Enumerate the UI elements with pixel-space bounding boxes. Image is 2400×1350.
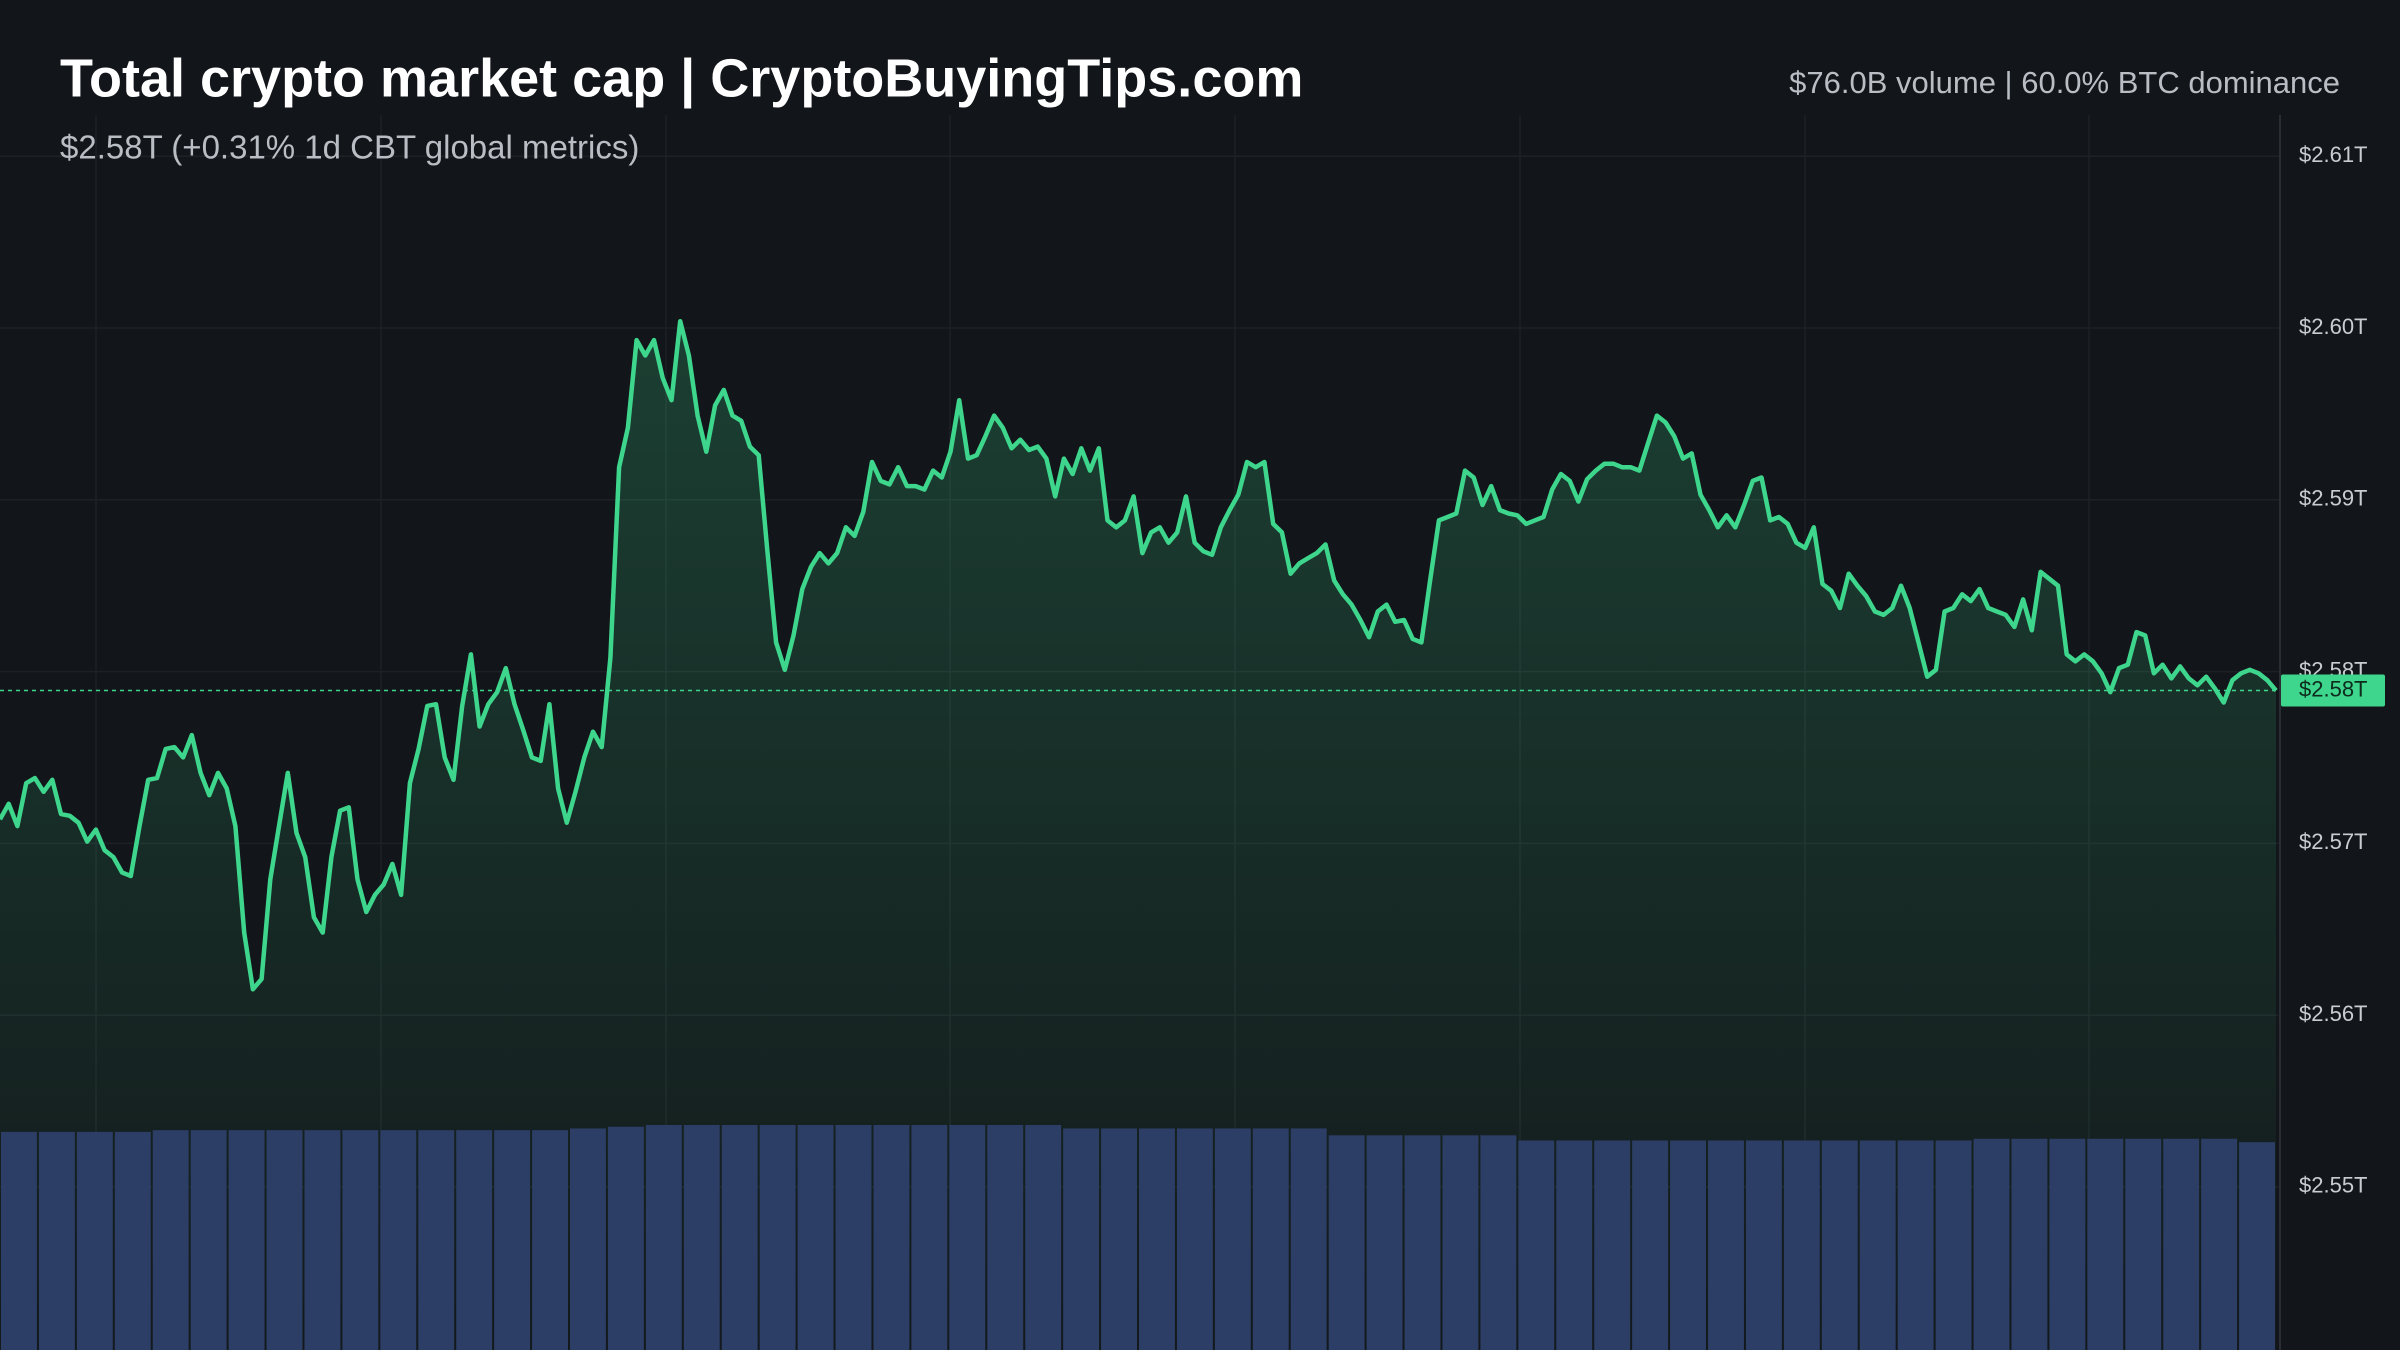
price-marker: $2.58T	[0, 674, 2385, 707]
volume-bar	[2201, 1138, 2238, 1350]
volume-bar	[76, 1131, 113, 1350]
volume-bar	[759, 1125, 796, 1350]
volume-bar	[418, 1130, 455, 1350]
volume-bar	[607, 1126, 644, 1350]
line-layer	[0, 318, 2278, 992]
volume-bar	[532, 1130, 568, 1350]
volume-bar	[1214, 1128, 1251, 1350]
y-tick-label: $2.56T	[2299, 1001, 2368, 1026]
volume-bar	[1859, 1140, 1896, 1350]
y-tick-label: $2.61T	[2299, 142, 2368, 167]
y-tick-label: $2.57T	[2299, 829, 2368, 854]
volume-bar	[1897, 1140, 1934, 1350]
volume-bar	[911, 1125, 948, 1350]
volume-bar	[1139, 1128, 1175, 1350]
volume-bar	[152, 1130, 189, 1350]
volume-layer	[1, 1125, 2275, 1350]
volume-bar	[645, 1125, 682, 1350]
y-tick-label: $2.59T	[2299, 486, 2368, 511]
volume-bar	[456, 1130, 493, 1350]
volume-bar	[835, 1125, 872, 1350]
volume-bar	[1366, 1135, 1403, 1350]
volume-bar	[2163, 1138, 2200, 1350]
volume-bar	[1518, 1140, 1555, 1350]
volume-bar	[2087, 1138, 2124, 1350]
price-line	[0, 318, 2278, 992]
volume-bar	[949, 1125, 986, 1350]
volume-bar	[1176, 1128, 1213, 1350]
volume-bar	[2049, 1138, 2086, 1350]
price-marker-box	[2281, 674, 2385, 707]
volume-bar	[38, 1131, 75, 1350]
volume-bar	[114, 1131, 151, 1350]
volume-bar	[1973, 1138, 2010, 1350]
volume-bar	[1063, 1128, 1100, 1350]
volume-bar	[1101, 1128, 1137, 1350]
volume-bar	[1252, 1128, 1289, 1350]
volume-bar	[683, 1125, 720, 1350]
volume-bar	[1594, 1140, 1631, 1350]
volume-bar	[304, 1130, 341, 1350]
volume-bar	[1480, 1135, 1517, 1350]
volume-bar	[380, 1130, 417, 1350]
volume-bar	[1783, 1140, 1820, 1350]
y-tick-label: $2.55T	[2299, 1173, 2368, 1198]
volume-bar	[721, 1125, 758, 1350]
volume-bar	[1328, 1135, 1365, 1350]
chart-subtitle: $2.58T (+0.31% 1d CBT global metrics)	[60, 129, 639, 166]
price-marker-label: $2.58T	[2299, 676, 2368, 701]
volume-bar	[1, 1131, 37, 1350]
volume-bar	[1670, 1140, 1706, 1350]
volume-bar	[190, 1130, 227, 1350]
volume-bar	[2125, 1138, 2162, 1350]
volume-bar	[228, 1130, 265, 1350]
volume-bar	[1556, 1140, 1593, 1350]
volume-bar	[1025, 1125, 1062, 1350]
y-tick-label: $2.60T	[2299, 314, 2368, 339]
area-fill	[0, 321, 2276, 1350]
chart-title: Total crypto market cap | CryptoBuyingTi…	[60, 48, 1303, 109]
volume-bar	[570, 1128, 606, 1350]
volume-bar	[987, 1125, 1024, 1350]
volume-bar	[797, 1125, 834, 1350]
volume-bar	[873, 1125, 910, 1350]
volume-bar	[266, 1130, 303, 1350]
area-layer	[0, 321, 2276, 1350]
volume-bar	[1935, 1140, 1972, 1350]
volume-bar	[1821, 1140, 1858, 1350]
volume-bar	[342, 1130, 379, 1350]
header-stats: $76.0B volume | 60.0% BTC dominance	[1789, 65, 2340, 100]
volume-bar	[1404, 1135, 1441, 1350]
volume-bar	[1745, 1140, 1782, 1350]
volume-bar	[1632, 1140, 1669, 1350]
volume-bar	[2011, 1138, 2048, 1350]
volume-bar	[1290, 1128, 1327, 1350]
volume-bar	[494, 1130, 531, 1350]
volume-bar	[2239, 1142, 2275, 1350]
volume-bar	[1442, 1135, 1479, 1350]
volume-bar	[1708, 1140, 1744, 1350]
